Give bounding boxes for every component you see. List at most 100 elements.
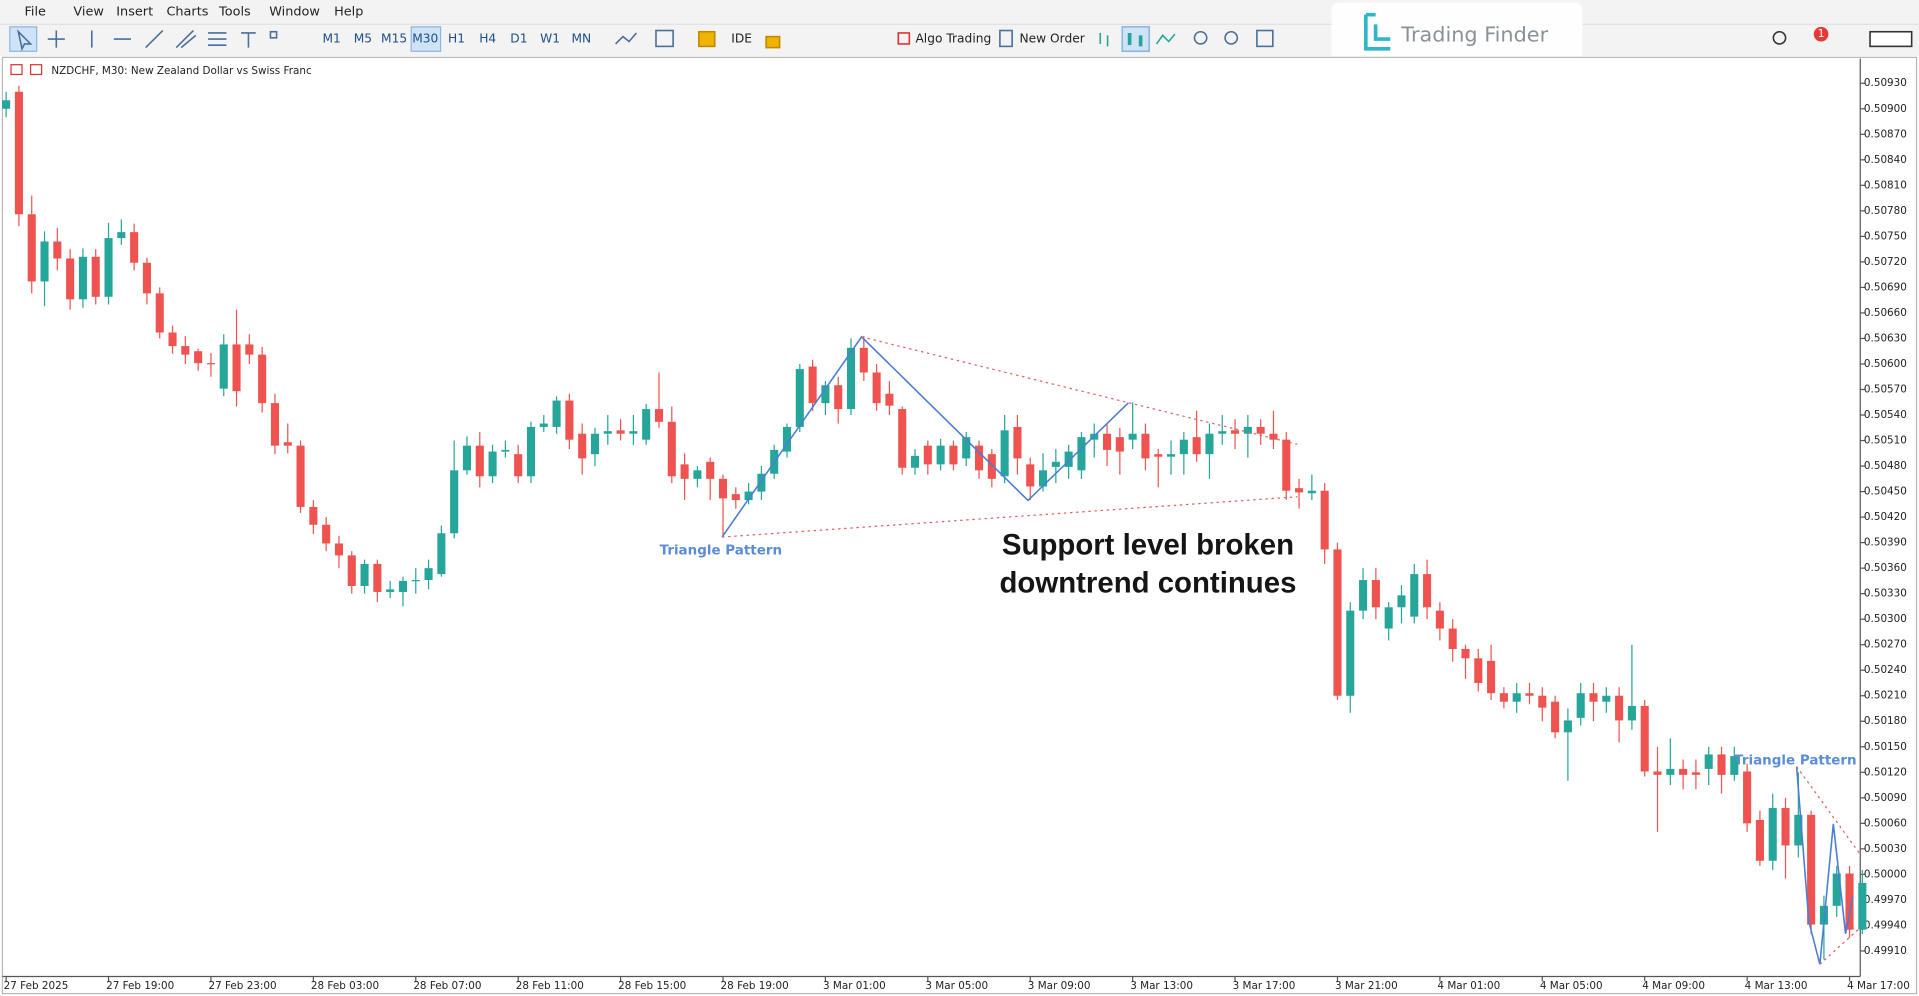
toolbar-button[interactable]: IDE [731, 32, 752, 46]
candle-body [1154, 454, 1163, 457]
candle-body [309, 506, 318, 525]
icon-algo[interactable] [897, 32, 911, 45]
menu-item[interactable]: Charts [166, 5, 208, 20]
candle-body [1103, 433, 1112, 450]
candle-body [923, 445, 932, 465]
icon-text[interactable] [241, 32, 256, 48]
menu-item[interactable]: Help [334, 5, 363, 20]
timeframe-button[interactable]: M5 [354, 32, 372, 46]
timeframe-button[interactable]: W1 [540, 32, 560, 46]
candle-body [1845, 873, 1854, 930]
y-tick-label: 0.50810 [1864, 179, 1907, 191]
candle-body [782, 426, 792, 452]
y-tick-label: 0.50120 [1864, 766, 1907, 778]
candle-body [462, 445, 472, 471]
annotation: Support level broken [1002, 529, 1294, 562]
candle-body [142, 262, 151, 294]
candle-body [398, 580, 408, 592]
chart-frame [1, 56, 1918, 995]
icon-line-chart[interactable] [615, 32, 638, 45]
candle-body [1295, 488, 1304, 493]
y-tick-label: 0.50300 [1864, 613, 1907, 625]
candle-body [360, 563, 369, 587]
icon-zoom-out[interactable] [1224, 30, 1239, 45]
candle-body [1627, 705, 1636, 721]
y-tick-label: 0.50600 [1864, 358, 1907, 370]
candle-body [872, 372, 881, 404]
candle-body [552, 400, 561, 427]
icon-line[interactable] [1155, 33, 1176, 45]
logo-panel [1331, 2, 1583, 62]
candle-body [667, 421, 676, 477]
y-tick-label: 0.50030 [1864, 843, 1907, 855]
menu-item[interactable]: Window [269, 5, 320, 20]
candle-body [898, 409, 907, 468]
y-tick-label: 0.50270 [1864, 639, 1907, 651]
y-tick-label: 0.50390 [1864, 537, 1907, 549]
candle-body [501, 449, 510, 452]
candle-body [1026, 464, 1035, 487]
toolbar-button[interactable]: Algo Trading [915, 32, 991, 46]
candle-body [66, 258, 75, 300]
candle-body [1602, 695, 1611, 702]
candle-body [194, 351, 203, 364]
timeframe-button[interactable]: M15 [381, 32, 407, 46]
candle-body [27, 214, 36, 282]
candle-body [1346, 610, 1355, 696]
candle-body [1192, 437, 1201, 455]
icon-crosshair[interactable] [47, 30, 65, 48]
icon-trendline[interactable] [145, 29, 164, 49]
icon-indicators[interactable] [655, 29, 674, 48]
candle-body [1218, 431, 1227, 434]
y-tick-label: 0.50930 [1864, 77, 1907, 89]
candle-body [1832, 873, 1841, 906]
candle-body [117, 232, 126, 239]
annotation: Triangle Pattern [1734, 753, 1856, 768]
icon-cursor[interactable] [17, 29, 33, 52]
icon-fibo[interactable] [208, 32, 227, 46]
toolbar-button[interactable]: New Order [1019, 32, 1085, 46]
icon-bars[interactable] [1099, 32, 1109, 47]
menu-item[interactable]: Insert [116, 5, 153, 20]
candle-body [1051, 461, 1060, 467]
x-tick-label: 27 Feb 23:00 [208, 980, 276, 992]
candle-body [1589, 693, 1598, 702]
menu-item[interactable]: Tools [218, 5, 251, 20]
chart-title: NZDCHF, M30: New Zealand Dollar vs Swiss… [51, 65, 312, 77]
timeframe-button[interactable]: H1 [448, 32, 465, 46]
icon-shapes[interactable] [269, 30, 278, 39]
icon-channel[interactable] [175, 29, 197, 49]
candle-body [885, 393, 894, 406]
candle-body [757, 473, 766, 492]
candle-body [1000, 430, 1009, 477]
timeframe-button[interactable]: M30 [412, 32, 438, 46]
candle-body [2, 100, 11, 109]
timeframe-button[interactable]: D1 [510, 32, 527, 46]
menu-item[interactable]: View [73, 5, 103, 20]
candle-body [1563, 720, 1572, 733]
candle-body [706, 461, 715, 479]
candle-body [1858, 882, 1867, 930]
candle-body [1359, 580, 1368, 611]
menu-item[interactable]: File [24, 5, 46, 20]
candle-body [859, 347, 868, 373]
candle-body [1243, 426, 1252, 434]
timeframe-button[interactable]: M1 [322, 32, 340, 46]
candle-body [1077, 437, 1086, 471]
icon-window[interactable] [1869, 30, 1913, 48]
candle-body [1512, 693, 1521, 702]
timeframe-button[interactable]: H4 [479, 32, 496, 46]
icon-lock[interactable] [765, 35, 781, 49]
candle-body [1384, 607, 1393, 629]
icon-search[interactable] [1772, 30, 1787, 45]
icon-grid[interactable] [1256, 29, 1274, 48]
icon-candles[interactable] [1121, 26, 1150, 53]
y-tick-label: 0.50900 [1864, 103, 1907, 115]
x-tick-label: 3 Mar 13:00 [1130, 980, 1193, 992]
candle-body [1461, 648, 1470, 659]
candle-body [1666, 768, 1675, 775]
icon-market[interactable] [698, 30, 716, 48]
icon-order[interactable] [999, 29, 1013, 48]
icon-zoom-in[interactable] [1193, 30, 1208, 45]
timeframe-button[interactable]: MN [571, 32, 591, 46]
